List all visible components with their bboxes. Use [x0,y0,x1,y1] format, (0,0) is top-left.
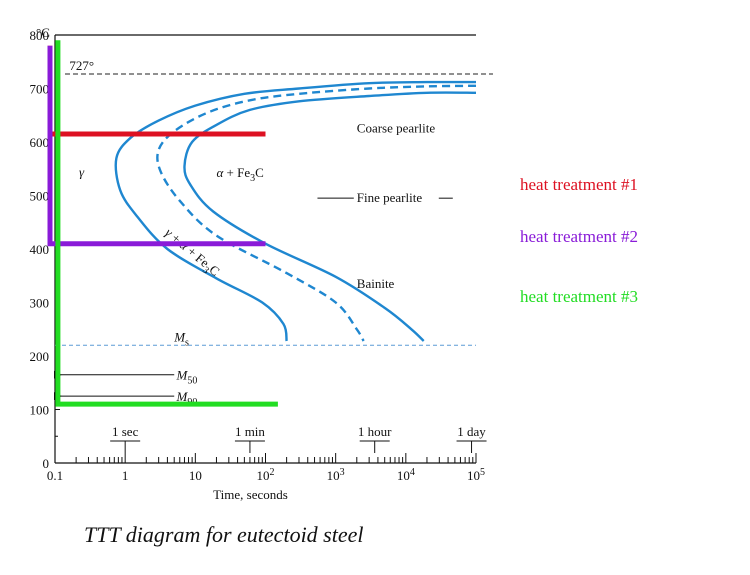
legend-item-2: heat treatment #2 [520,227,638,247]
alpha-fe3c-label: α + Fe3C [216,165,263,184]
y-tick-label: 500 [30,189,50,204]
time-marker-label: 1 min [235,424,265,439]
x-tick-label: 103 [327,467,345,483]
legend-label-1: heat treatment #1 [520,175,639,194]
x-tick-label: 0.1 [47,468,63,483]
legend-item-3: heat treatment #3 [520,287,638,307]
y-tick-label: 200 [30,349,50,364]
y-tick-label: 400 [30,242,50,257]
legend-item-1: heat treatment #1 [520,175,638,195]
y-tick-label: 600 [30,135,50,150]
time-marker-label: 1 sec [112,424,139,439]
legend-label-2: heat treatment #2 [520,227,639,246]
x-tick-label: 1 [122,468,129,483]
heat-treatment-path-2 [47,45,266,247]
gamma-region-label: γ [79,164,85,179]
y-tick-label: 700 [30,82,50,97]
time-marker-label: 1 day [457,424,486,439]
heat-treatment-path-3 [55,40,278,407]
x-tick-label: 105 [467,467,485,483]
eutectoid-temperature-label: 727° [69,58,94,73]
y-tick-label: 800 [30,28,50,43]
y-tick-label: 0 [43,456,50,471]
fifty-percent-curve [156,84,477,342]
transformation-start-curve [114,80,477,342]
region-label: Bainite [357,276,395,291]
region-label: Coarse pearlite [357,121,436,136]
m-arrow-label: M50 [176,368,198,387]
time-marker-label: 1 hour [358,424,392,439]
y-tick-label: 300 [30,296,50,311]
x-tick-label: 10 [189,468,202,483]
ms-label: Ms [173,329,189,348]
x-axis-label: Time, seconds [213,487,288,502]
y-tick-label: 100 [30,403,50,418]
y-axis-unit: °C [36,25,50,40]
figure-caption: TTT diagram for eutectoid steel [84,522,364,547]
region-label: Fine pearlite [357,190,423,205]
transformation-finish-curve [183,91,477,342]
x-tick-label: 102 [257,467,275,483]
gamma-alpha-fe3c-label: γ + α + Fe3C [160,225,223,282]
legend-label-3: heat treatment #3 [520,287,639,306]
x-tick-label: 104 [397,467,415,483]
